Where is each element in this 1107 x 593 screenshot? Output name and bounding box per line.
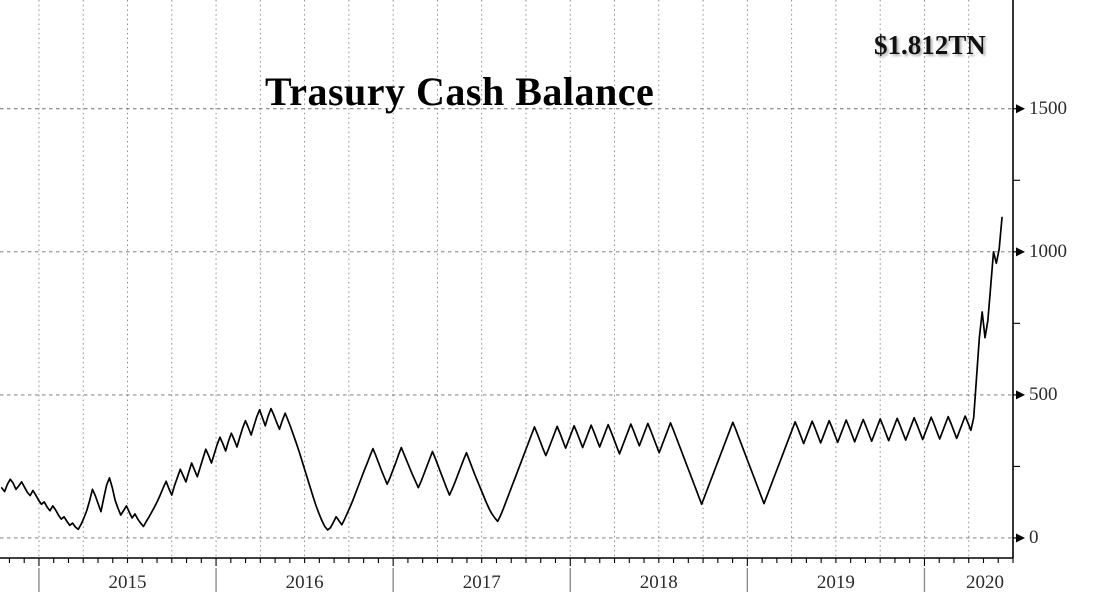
axis-spines: [0, 0, 1014, 559]
x-tick-label-2019: 2019: [816, 572, 855, 593]
year-separator-lines: [38, 568, 926, 592]
peak-value-callout: $1.812TN: [874, 30, 986, 60]
x-tick-label-2020: 2020: [966, 572, 1004, 593]
y-tick-label-500: 500: [1029, 383, 1058, 405]
y-tick-label-1000: 1000: [1029, 240, 1067, 262]
y-tick-label-1500: 1500: [1029, 97, 1067, 119]
y-label-arrow-markers: [1016, 104, 1025, 543]
x-tick-label-2016: 2016: [285, 572, 324, 593]
x-tick-label-2015: 2015: [108, 572, 147, 593]
data-series-line: [0, 216, 1003, 531]
x-tick-label-2017: 2017: [462, 572, 501, 593]
page-title: Trasury Cash Balance: [265, 69, 655, 114]
x-axis-tick-marks: [8, 558, 1014, 566]
y-tick-label-0: 0: [1029, 526, 1039, 548]
horizontal-gridlines: [0, 108, 1013, 539]
x-tick-label-2018: 2018: [639, 572, 678, 593]
